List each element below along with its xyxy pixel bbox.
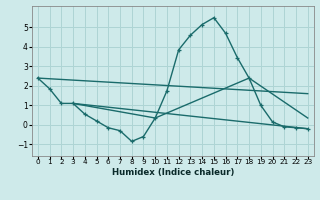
X-axis label: Humidex (Indice chaleur): Humidex (Indice chaleur) bbox=[112, 168, 234, 177]
